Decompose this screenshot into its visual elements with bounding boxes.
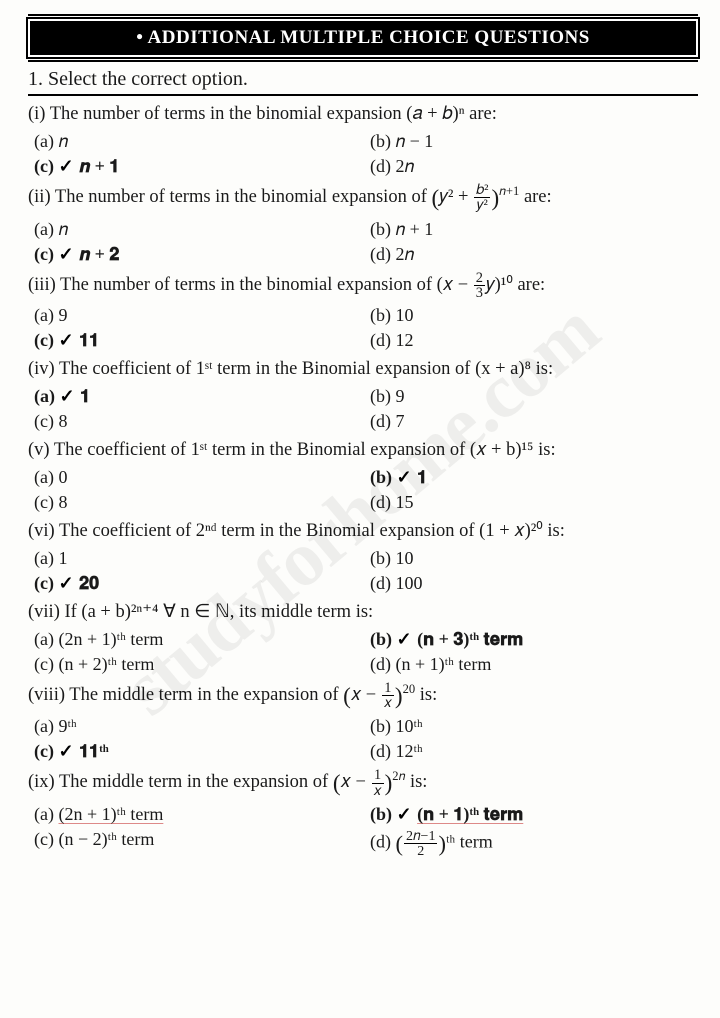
- option: (b) ✓ (𝐧 + 𝟏)ᵗʰ 𝐭𝐞𝐫𝐦: [370, 804, 698, 825]
- option: (d) 12ᵗʰ: [370, 741, 698, 762]
- check-icon: ✓: [58, 573, 73, 593]
- option: (d) (2𝑛−12)ᵗʰ term: [370, 829, 698, 858]
- options: (a) 𝑛 (b) 𝑛 + 1 (c) ✓ 𝒏 + 𝟐 (d) 2𝑛: [34, 219, 698, 265]
- option: (d) 15: [370, 492, 698, 513]
- option: (c) 8: [34, 411, 362, 432]
- option: (b) 10: [370, 548, 698, 569]
- option: (d) 2𝑛: [370, 156, 698, 177]
- option: (a) 9: [34, 305, 362, 326]
- option: (a) 𝑛: [34, 219, 362, 240]
- option: (d) 2𝑛: [370, 244, 698, 265]
- option: (d) 12: [370, 330, 698, 351]
- options: (a) 9ᵗʰ (b) 10ᵗʰ (c) ✓ 𝟏𝟏ᵗʰ (d) 12ᵗʰ: [34, 716, 698, 762]
- check-icon: ✓: [397, 629, 412, 649]
- check-icon: ✓: [397, 804, 412, 824]
- check-icon: ✓: [58, 741, 73, 761]
- option: (a) ✓ 𝟏: [34, 386, 362, 407]
- option: (a) 9ᵗʰ: [34, 716, 362, 737]
- question-list: (i) The number of terms in the binomial …: [28, 102, 698, 858]
- option: (b) 𝑛 + 1: [370, 219, 698, 240]
- question: (viii) The middle term in the expansion …: [28, 681, 698, 713]
- options: (a) (2n + 1)ᵗʰ term (b) ✓ (𝐧 + 𝟏)ᵗʰ 𝐭𝐞𝐫𝐦 (…: [34, 804, 698, 858]
- options: (a) 0 (b) ✓ 𝟏 (c) 8 (d) 15: [34, 467, 698, 513]
- question: (ix) The middle term in the expansion of…: [28, 768, 698, 800]
- option: (d) 7: [370, 411, 698, 432]
- page-banner: • ADDITIONAL MULTIPLE CHOICE QUESTIONS: [28, 19, 698, 57]
- option: (c) 8: [34, 492, 362, 513]
- option: (a) 0: [34, 467, 362, 488]
- option: (d) 100: [370, 573, 698, 594]
- option: (c) ✓ 𝟏𝟏ᵗʰ: [34, 741, 362, 762]
- option: (a) (2n + 1)ᵗʰ term: [34, 629, 362, 650]
- options: (a) ✓ 𝟏 (b) 9 (c) 8 (d) 7: [34, 386, 698, 432]
- option: (a) (2n + 1)ᵗʰ term: [34, 804, 362, 825]
- check-icon: ✓: [397, 467, 412, 487]
- option: (c) (n + 2)ᵗʰ term: [34, 654, 362, 675]
- question: (i) The number of terms in the binomial …: [28, 102, 698, 127]
- options: (a) 𝑛 (b) 𝑛 − 1 (c) ✓ 𝒏 + 𝟏 (d) 2𝑛: [34, 131, 698, 177]
- option: (b) 10: [370, 305, 698, 326]
- check-icon: ✓: [58, 244, 73, 264]
- option: (a) 1: [34, 548, 362, 569]
- option: (b) ✓ 𝟏: [370, 467, 698, 488]
- check-icon: ✓: [58, 156, 73, 176]
- question: (vii) If (a + b)²ⁿ⁺⁴ ∀ n ∈ ℕ, its middle…: [28, 600, 698, 625]
- check-icon: ✓: [60, 386, 75, 406]
- options: (a) (2n + 1)ᵗʰ term (b) ✓ (𝐧 + 𝟑)ᵗʰ 𝐭𝐞𝐫𝐦 (…: [34, 629, 698, 675]
- check-icon: ✓: [58, 330, 73, 350]
- option: (a) 𝑛: [34, 131, 362, 152]
- option: (c) (n − 2)ᵗʰ term: [34, 829, 362, 858]
- option: (d) (n + 1)ᵗʰ term: [370, 654, 698, 675]
- option: (c) ✓ 𝒏 + 𝟏: [34, 156, 362, 177]
- banner-wrap: • ADDITIONAL MULTIPLE CHOICE QUESTIONS: [28, 14, 698, 62]
- question: (v) The coefficient of 1ˢᵗ term in the B…: [28, 438, 698, 463]
- question: (iii) The number of terms in the binomia…: [28, 271, 698, 301]
- option: (b) 𝑛 − 1: [370, 131, 698, 152]
- instruction: 1. Select the correct option.: [28, 68, 698, 96]
- question: (vi) The coefficient of 2ⁿᵈ term in the …: [28, 519, 698, 544]
- option: (c) ✓ 𝟏𝟏: [34, 330, 362, 351]
- options: (a) 1 (b) 10 (c) ✓ 𝟐𝟎 (d) 100: [34, 548, 698, 594]
- option: (b) 9: [370, 386, 698, 407]
- option: (c) ✓ 𝟐𝟎: [34, 573, 362, 594]
- options: (a) 9 (b) 10 (c) ✓ 𝟏𝟏 (d) 12: [34, 305, 698, 351]
- option: (b) 10ᵗʰ: [370, 716, 698, 737]
- option: (c) ✓ 𝒏 + 𝟐: [34, 244, 362, 265]
- question: (iv) The coefficient of 1ˢᵗ term in the …: [28, 357, 698, 382]
- option: (b) ✓ (𝐧 + 𝟑)ᵗʰ 𝐭𝐞𝐫𝐦: [370, 629, 698, 650]
- question: (ii) The number of terms in the binomial…: [28, 183, 698, 215]
